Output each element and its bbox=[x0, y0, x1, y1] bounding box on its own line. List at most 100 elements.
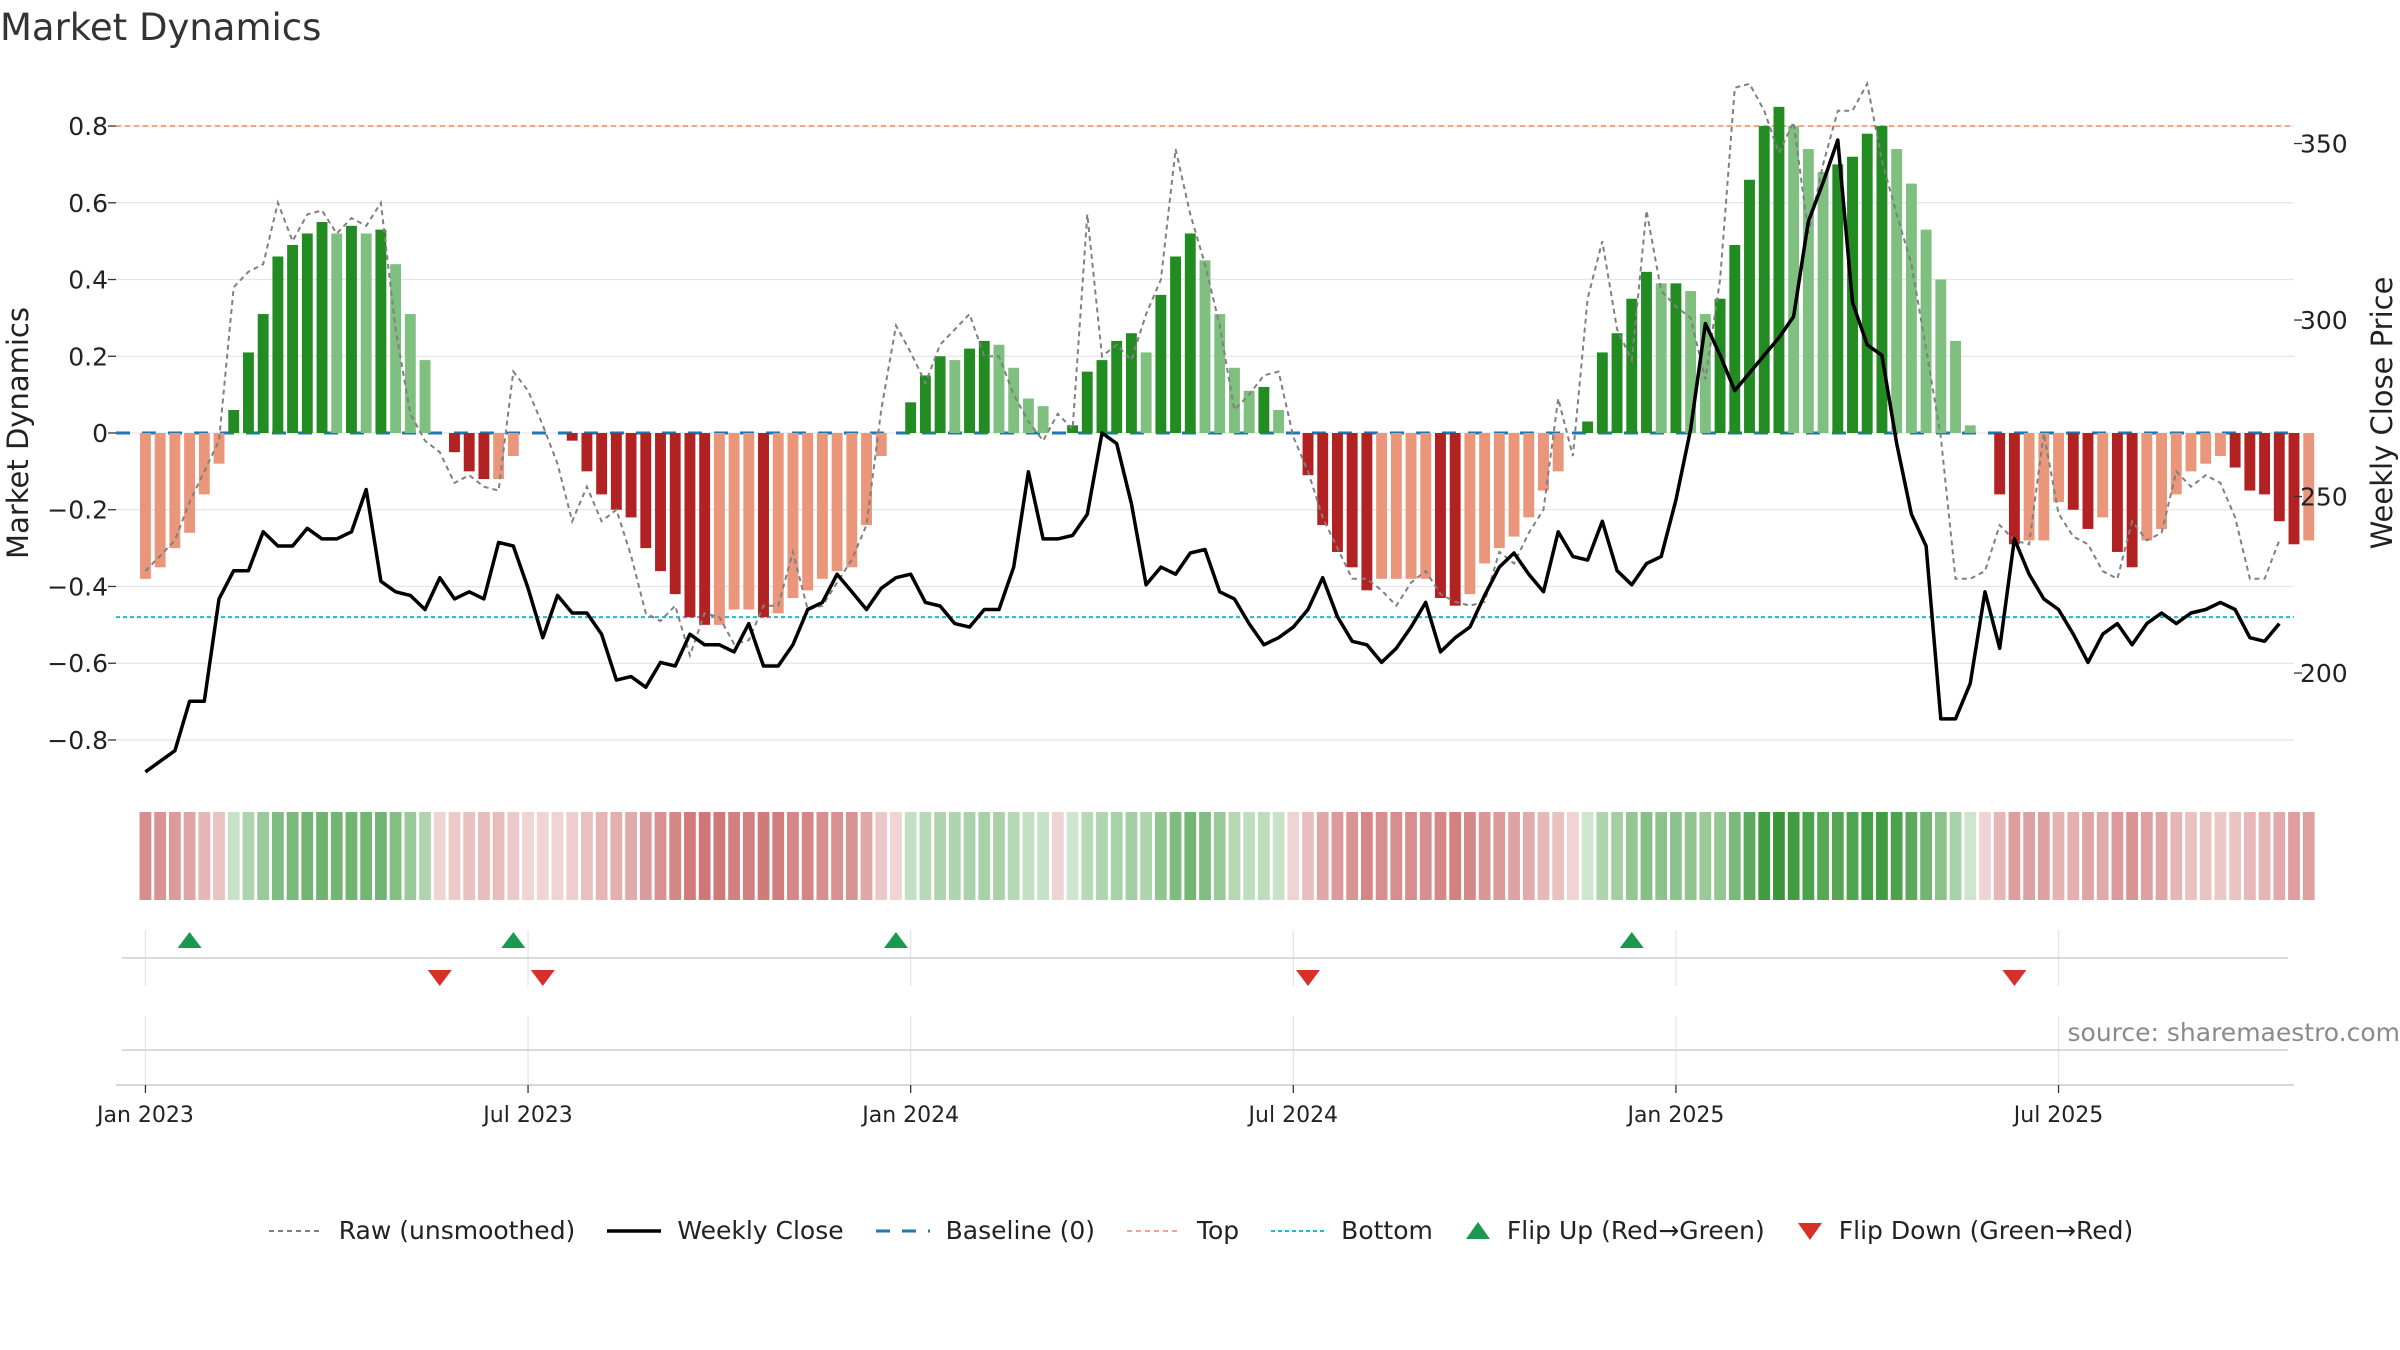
strip-cell bbox=[139, 812, 152, 900]
flip-up-marker bbox=[883, 932, 908, 948]
strip-cell bbox=[1375, 812, 1388, 900]
strip-cell bbox=[1905, 812, 1918, 900]
dynamics-bar bbox=[1361, 433, 1373, 591]
strip-cell bbox=[478, 812, 490, 900]
legend-bottom-label: Bottom bbox=[1341, 1216, 1433, 1245]
strip-cell bbox=[1390, 812, 1403, 900]
strip-cell bbox=[1493, 812, 1506, 900]
strip-cell bbox=[1478, 812, 1491, 900]
strip-cell bbox=[2214, 812, 2227, 900]
y-tick-label: 0.8 bbox=[68, 112, 108, 141]
dynamics-bar bbox=[1170, 256, 1182, 433]
strip-cell bbox=[242, 812, 255, 900]
dynamics-bar bbox=[507, 433, 519, 457]
strip-cell bbox=[1419, 812, 1432, 900]
dynamics-bar bbox=[1905, 183, 1917, 433]
dynamics-bar bbox=[816, 433, 828, 579]
flip-up-icon bbox=[1465, 1221, 1490, 1239]
dynamics-bar bbox=[1125, 333, 1137, 433]
strip-cell bbox=[2155, 812, 2168, 900]
legend-raw-swatch bbox=[268, 1229, 323, 1232]
dynamics-bar bbox=[2259, 433, 2271, 495]
dynamics-bar bbox=[978, 340, 990, 433]
flip-up-marker bbox=[1619, 932, 1644, 948]
dynamics-bar bbox=[2067, 433, 2079, 510]
x-tick-label: Jul 2024 bbox=[1247, 1103, 1339, 1128]
dynamics-bar bbox=[1067, 425, 1078, 433]
strip-cell bbox=[345, 812, 358, 900]
dynamics-bar bbox=[581, 433, 593, 472]
strip-cell bbox=[1316, 812, 1329, 900]
dynamics-bar bbox=[1140, 352, 1152, 433]
strip-cell bbox=[1581, 812, 1594, 900]
dynamics-bar bbox=[2273, 433, 2285, 522]
strip-cell bbox=[2199, 812, 2212, 900]
dynamics-bar bbox=[1876, 126, 1888, 433]
dynamics-bar bbox=[1273, 409, 1285, 433]
strip-cell bbox=[581, 812, 593, 900]
dynamics-bar bbox=[1022, 398, 1034, 433]
strip-cell bbox=[286, 812, 299, 900]
dynamics-bar bbox=[2170, 433, 2182, 495]
dynamics-bar bbox=[1346, 433, 1358, 568]
y-tick-label: −0.4 bbox=[47, 572, 108, 601]
dynamics-bar bbox=[993, 344, 1005, 433]
strip-cell bbox=[316, 812, 328, 900]
dynamics-bar bbox=[1670, 283, 1682, 433]
x-tick-label: Jul 2025 bbox=[2012, 1103, 2104, 1128]
dynamics-bar bbox=[1714, 298, 1726, 433]
dynamics-bar bbox=[1464, 433, 1476, 595]
dynamics-bar bbox=[934, 356, 946, 433]
dynamics-bar bbox=[1832, 164, 1844, 434]
dynamics-bar bbox=[596, 433, 608, 495]
dynamics-bar bbox=[861, 433, 872, 526]
strip-cell bbox=[2288, 812, 2300, 900]
strip-cell bbox=[757, 812, 770, 900]
dynamics-bar bbox=[449, 433, 460, 453]
dynamics-bar bbox=[1435, 433, 1446, 598]
strip-cell bbox=[1272, 812, 1285, 900]
strip-cell bbox=[1846, 812, 1859, 900]
strip-cell bbox=[1684, 812, 1697, 900]
strip-cell bbox=[1861, 812, 1874, 900]
dynamics-bar bbox=[2288, 433, 2300, 545]
dynamics-bar bbox=[493, 433, 505, 480]
strip-cell bbox=[1552, 812, 1565, 900]
strip-cell bbox=[875, 812, 888, 900]
strip-cell bbox=[1449, 812, 1462, 900]
dynamics-bar bbox=[228, 409, 240, 433]
dynamics-bar bbox=[713, 433, 725, 625]
dynamics-bar bbox=[787, 433, 799, 598]
dynamics-bar bbox=[287, 244, 299, 433]
strip-cell bbox=[625, 812, 637, 900]
dynamics-bar bbox=[1641, 271, 1652, 433]
strip-cell bbox=[419, 812, 431, 900]
dynamics-bar bbox=[1802, 149, 1814, 433]
strip-cell bbox=[742, 812, 755, 900]
flip-up-marker bbox=[177, 932, 202, 948]
legend-baseline: Baseline (0) bbox=[874, 1216, 1095, 1245]
strip-cell bbox=[1096, 812, 1108, 900]
dynamics-bar bbox=[1508, 433, 1520, 537]
axes: −0.8 −0.6 −0.4 −0.2 0 0.2 0.4 0.6 0.8 200 250 300 35… bbox=[1, 112, 2399, 755]
legend-raw-label: Raw (unsmoothed) bbox=[338, 1216, 576, 1245]
strip-cell bbox=[522, 812, 534, 900]
dynamics-bar bbox=[875, 433, 887, 457]
chart-title: Market Dynamics bbox=[0, 6, 322, 49]
strip-cell bbox=[1537, 812, 1550, 900]
strip-cell bbox=[492, 812, 505, 900]
dynamics-bar bbox=[154, 433, 166, 568]
legend-flip-down: Flip Down (Green→Red) bbox=[1795, 1216, 2134, 1245]
dynamics-bar bbox=[1479, 433, 1491, 564]
strip-cell bbox=[2111, 812, 2124, 900]
legend-baseline-swatch bbox=[875, 1229, 930, 1232]
dynamics-bar bbox=[1655, 283, 1667, 433]
legend-top-label: Top bbox=[1196, 1216, 1240, 1245]
dynamics-bar bbox=[331, 233, 343, 433]
dynamics-bar bbox=[1390, 433, 1402, 579]
dynamics-bar bbox=[2097, 433, 2109, 518]
legend-flip-down-label: Flip Down (Green→Red) bbox=[1838, 1216, 2134, 1245]
strip-cell bbox=[301, 812, 314, 900]
strip-cell bbox=[890, 812, 902, 900]
x-tick-label: Jul 2023 bbox=[481, 1103, 573, 1128]
